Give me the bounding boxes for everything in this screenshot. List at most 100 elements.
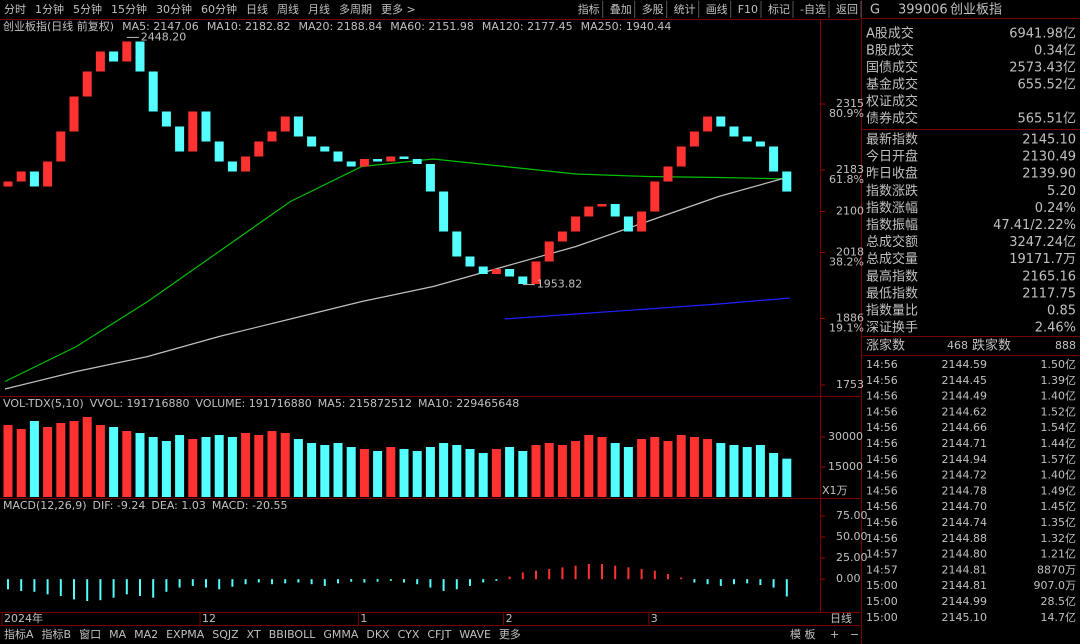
- quote-label: 国债成交: [866, 60, 918, 76]
- volume-bar: [557, 445, 567, 497]
- quote-value: 0.34亿: [1034, 44, 1076, 59]
- candle: [782, 171, 792, 192]
- tick-volume: 1.40亿: [1041, 390, 1077, 403]
- indicator-tab[interactable]: 指标B: [42, 627, 72, 641]
- volume-bar: [307, 443, 317, 497]
- volume-bar: [386, 447, 396, 497]
- tick-time: 14:56: [866, 437, 898, 450]
- volume-bar: [359, 449, 369, 497]
- tick-price: 2144.78: [942, 484, 988, 497]
- tool-button[interactable]: 标记: [768, 2, 790, 16]
- candle: [425, 164, 435, 192]
- tick-volume: 1.35亿: [1041, 516, 1077, 529]
- candle: [597, 204, 607, 207]
- candle: [412, 159, 422, 164]
- quote-label: 今日开盘: [866, 149, 918, 165]
- tick-price: 2144.66: [942, 421, 988, 434]
- indicator-tab[interactable]: MA2: [134, 628, 158, 641]
- y-tick-label: 30000: [828, 430, 863, 443]
- volume-bar: [227, 437, 237, 497]
- quote-label: A股成交: [866, 26, 914, 42]
- candle: [3, 181, 13, 187]
- tick-time: 15:00: [866, 595, 898, 608]
- indicator-tab[interactable]: GMMA: [323, 628, 359, 641]
- template-button[interactable]: −: [850, 628, 859, 641]
- quote-value: 0.85: [1047, 304, 1076, 319]
- tick-time: 14:56: [866, 374, 898, 387]
- candle: [267, 131, 277, 142]
- tool-button[interactable]: 叠加: [610, 3, 632, 16]
- indicator-tab[interactable]: 指标A: [4, 627, 34, 641]
- period-tab[interactable]: 15分钟: [111, 2, 147, 16]
- quote-label: 最低指数: [866, 286, 918, 301]
- candle: [650, 181, 660, 212]
- period-tab[interactable]: 5分钟: [73, 2, 102, 16]
- indicator-tab[interactable]: BBIBOLL: [269, 628, 316, 641]
- period-tab[interactable]: 更多 >: [381, 2, 416, 16]
- indicator-tab[interactable]: SQJZ: [212, 628, 239, 641]
- volume-bar: [399, 449, 409, 497]
- period-tab[interactable]: 日线: [246, 2, 268, 16]
- volume-bar: [412, 451, 422, 497]
- ma-line: [504, 297, 791, 320]
- tick-time: 15:00: [866, 611, 898, 624]
- indicator-tab[interactable]: EXPMA: [166, 628, 205, 641]
- period-tab[interactable]: 30分钟: [156, 2, 192, 16]
- fib-label: 19.1%: [829, 322, 864, 335]
- x-tick-label: 2: [506, 612, 513, 625]
- indicator-tab[interactable]: CFJT: [427, 628, 451, 641]
- candle: [109, 51, 119, 62]
- tool-button[interactable]: 画线: [706, 2, 728, 16]
- tick-time: 15:00: [866, 579, 898, 592]
- volume-bar: [637, 439, 647, 497]
- candle: [505, 269, 515, 277]
- tick-volume: 8870万: [1037, 563, 1076, 576]
- candle: [122, 41, 132, 62]
- period-tab[interactable]: 分时: [4, 3, 26, 16]
- tick-time: 14:56: [866, 484, 898, 497]
- tool-button[interactable]: 统计: [674, 3, 696, 16]
- candle: [95, 51, 105, 72]
- tick-time: 14:56: [866, 532, 898, 545]
- tool-button[interactable]: -自选: [800, 3, 826, 16]
- period-tab[interactable]: 月线: [308, 2, 330, 16]
- x-tick-label: 12: [202, 612, 216, 625]
- tool-button[interactable]: 多股: [642, 2, 664, 16]
- candle: [676, 146, 686, 167]
- period-tab[interactable]: 1分钟: [35, 2, 64, 16]
- volume-bar: [16, 429, 26, 497]
- period-tab[interactable]: 60分钟: [201, 2, 237, 16]
- indicator-tab[interactable]: 窗口: [79, 627, 101, 641]
- candle: [571, 216, 581, 232]
- ma-legend: MA10: 2182.82: [207, 20, 291, 33]
- macd-legend: MACD(12,26,9): [3, 499, 87, 512]
- volume-bar: [254, 435, 264, 497]
- period-tab[interactable]: 周线: [277, 2, 299, 16]
- chart-title: 创业板指(日线 前复权): [3, 19, 114, 33]
- tick-time: 14:56: [866, 405, 898, 418]
- candle: [16, 171, 26, 182]
- candle: [320, 146, 330, 152]
- indicator-tab[interactable]: WAVE: [459, 628, 491, 641]
- y-tick-label: 2315: [836, 97, 864, 110]
- tool-button[interactable]: F10: [738, 3, 758, 16]
- volume-bar: [69, 421, 79, 497]
- period-tab[interactable]: 多周期: [339, 2, 372, 16]
- tick-time: 14:56: [866, 516, 898, 529]
- ma-line: [4, 175, 791, 390]
- indicator-tab[interactable]: 更多: [499, 627, 521, 641]
- indicator-tab[interactable]: CYX: [398, 628, 420, 641]
- volume-bar: [439, 443, 449, 497]
- template-button[interactable]: 模 板: [790, 627, 816, 641]
- indicator-tab[interactable]: MA: [109, 628, 126, 641]
- indicator-tab[interactable]: XT: [247, 628, 261, 641]
- candle: [518, 276, 528, 284]
- candle: [386, 156, 396, 162]
- tool-button[interactable]: 返回: [836, 3, 858, 16]
- volume-bar: [491, 449, 501, 497]
- tool-button[interactable]: 指标: [578, 2, 600, 16]
- y-tick-label: 2100: [836, 205, 864, 218]
- indicator-tab[interactable]: DKX: [366, 628, 390, 641]
- ma-legend: MA250: 1940.44: [581, 20, 672, 33]
- template-button[interactable]: +: [830, 628, 839, 641]
